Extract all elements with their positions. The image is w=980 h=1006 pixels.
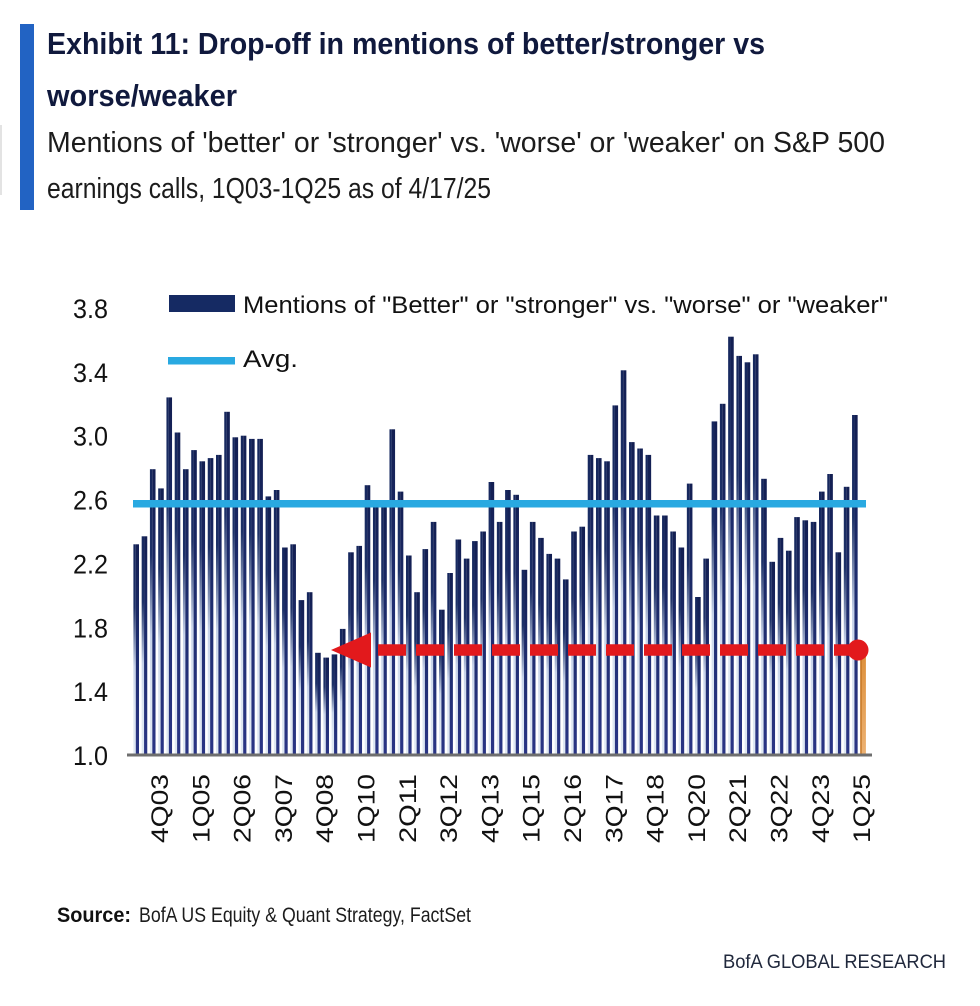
svg-text:2.2: 2.2 <box>73 549 108 579</box>
svg-text:Mentions of "Better" or "stron: Mentions of "Better" or "stronger" vs. "… <box>243 292 888 319</box>
svg-text:4Q03: 4Q03 <box>147 774 174 843</box>
svg-text:BofA GLOBAL RESEARCH: BofA GLOBAL RESEARCH <box>723 951 946 973</box>
svg-text:Source:: Source: <box>57 904 131 927</box>
svg-text:1.4: 1.4 <box>73 677 108 707</box>
svg-text:1Q05: 1Q05 <box>188 774 215 843</box>
svg-text:BofA US Equity & Quant Strateg: BofA US Equity & Quant Strategy, FactSet <box>139 904 471 927</box>
svg-text:Avg.: Avg. <box>243 346 298 373</box>
svg-text:Exhibit 11: Drop-off in mentio: Exhibit 11: Drop-off in mentions of bett… <box>47 26 765 61</box>
svg-text:3.0: 3.0 <box>73 422 108 452</box>
svg-text:3Q12: 3Q12 <box>436 774 463 843</box>
svg-text:3Q17: 3Q17 <box>601 774 628 843</box>
svg-text:4Q18: 4Q18 <box>643 774 670 843</box>
svg-text:1Q20: 1Q20 <box>684 774 711 843</box>
svg-text:1Q15: 1Q15 <box>519 774 546 843</box>
svg-text:3.8: 3.8 <box>73 294 108 324</box>
svg-text:2Q16: 2Q16 <box>560 774 587 843</box>
svg-text:4Q23: 4Q23 <box>808 774 835 843</box>
svg-text:2Q06: 2Q06 <box>230 774 257 843</box>
svg-text:1Q10: 1Q10 <box>354 774 381 843</box>
svg-text:1Q25: 1Q25 <box>849 774 876 843</box>
svg-text:1.0: 1.0 <box>73 741 108 771</box>
svg-text:3Q07: 3Q07 <box>271 774 298 843</box>
svg-text:earnings calls, 1Q03-1Q25 as o: earnings calls, 1Q03-1Q25 as of 4/17/25 <box>47 173 491 205</box>
svg-text:2Q21: 2Q21 <box>725 774 752 843</box>
svg-text:2Q11: 2Q11 <box>395 774 422 843</box>
svg-text:Mentions of 'better' or 'stron: Mentions of 'better' or 'stronger' vs. '… <box>47 127 885 159</box>
svg-text:1.8: 1.8 <box>73 613 108 643</box>
svg-text:4Q08: 4Q08 <box>312 774 339 843</box>
svg-text:worse/weaker: worse/weaker <box>46 78 237 113</box>
svg-text:2.6: 2.6 <box>73 486 108 516</box>
svg-text:4Q13: 4Q13 <box>477 774 504 843</box>
svg-text:3Q22: 3Q22 <box>767 774 794 843</box>
svg-text:3.4: 3.4 <box>73 358 108 388</box>
